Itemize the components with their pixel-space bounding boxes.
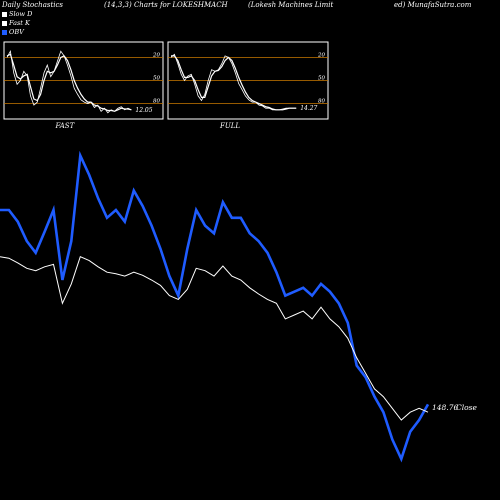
legend-label-obv: OBV (9, 28, 24, 36)
full-last-value-label: 14.27 (300, 105, 317, 112)
close-price-line (0, 256, 429, 421)
legend-label-slow-d: Slow D (9, 10, 33, 18)
legend-item-slow-d: Slow D (2, 10, 32, 18)
full-series-fast-k (170, 53, 297, 111)
header-left: Daily Stochastics (2, 1, 64, 9)
fast-tick-label-50: 50 (153, 76, 160, 82)
legend-item-obv: OBV (2, 28, 24, 36)
fast-last-value-label: 12.05 (135, 107, 152, 114)
header-right: (Lokesh Machines Limit (248, 1, 334, 9)
legend-swatch-obv (2, 29, 7, 35)
close-last-value-label: 148.76 (432, 403, 458, 412)
fast-tick-label-80: 20 (152, 52, 160, 58)
full-tick-label-80: 20 (317, 52, 325, 58)
header-far-right: ed) MunafaSutra.com (394, 1, 472, 9)
full-tick-label-50: 50 (318, 76, 325, 82)
obv-line (0, 150, 430, 463)
legend-swatch-slow-d (2, 11, 7, 17)
fast-series-slow-d (6, 53, 132, 112)
legend-swatch-fast-k (2, 20, 7, 26)
legend-item-fast-k: Fast K (2, 19, 30, 27)
close-price-label: Close (456, 403, 478, 412)
full-panel-label: FULL (219, 122, 240, 130)
fast-panel-label: FAST (55, 122, 76, 130)
fast-tick-label-20: 80 (153, 99, 160, 105)
full-series-slow-d (171, 55, 297, 111)
full-tick-label-20: 80 (318, 99, 325, 105)
legend-label-fast-k: Fast K (9, 19, 30, 27)
header-center: (14,3,3) Charts for LOKESHMACH (104, 1, 228, 9)
